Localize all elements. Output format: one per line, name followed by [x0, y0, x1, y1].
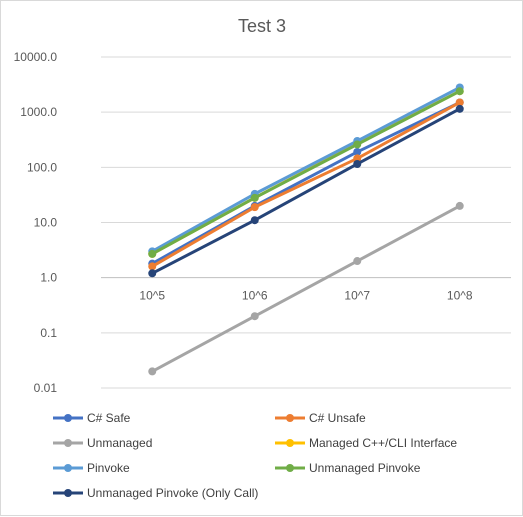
series-line	[150, 107, 462, 275]
data-point	[353, 159, 362, 168]
legend-label: C# Safe	[87, 411, 131, 425]
legend-swatch-marker	[64, 489, 72, 497]
chart-title: Test 3	[238, 16, 286, 36]
data-point	[250, 193, 259, 202]
legend-swatch-marker	[64, 439, 72, 447]
series-2	[148, 201, 464, 376]
data-point	[455, 104, 464, 113]
series-1	[148, 98, 464, 271]
legend: C# Safe C# Unsafe Unmanaged Managed C++/CLI…	[53, 411, 457, 500]
series-line	[150, 204, 462, 373]
data-point	[455, 98, 464, 107]
legend-swatch-marker	[286, 464, 294, 472]
legend-item: C# Unsafe	[275, 411, 366, 425]
legend-label: Pinvoke	[87, 461, 130, 475]
legend-item: Unmanaged	[53, 436, 152, 450]
y-tick-label: 1000.0	[20, 105, 57, 119]
data-point	[148, 367, 157, 376]
x-axis-ticks: 10^5 10^6 10^7 10^8	[139, 289, 472, 303]
y-axis-ticks: 0.01 0.1 1.0 10.0 100.0 1000.0 10000.0	[14, 50, 58, 395]
data-point	[148, 262, 157, 271]
series-6	[148, 104, 464, 278]
x-tick-label: 10^6	[242, 289, 268, 303]
data-point	[148, 269, 157, 278]
data-point	[148, 249, 157, 258]
y-tick-label: 100.0	[27, 160, 57, 174]
data-point	[250, 312, 259, 321]
legend-item: Managed C++/CLI Interface	[275, 436, 457, 450]
legend-label: C# Unsafe	[309, 411, 366, 425]
data-point	[250, 203, 259, 212]
legend-label: Unmanaged	[87, 436, 152, 450]
legend-item: Unmanaged Pinvoke	[275, 461, 421, 475]
legend-item: Unmanaged Pinvoke (Only Call)	[53, 486, 258, 500]
y-tick-label: 10.0	[34, 216, 58, 230]
data-point	[353, 147, 362, 156]
series-lines	[148, 83, 464, 376]
legend-swatch-marker	[286, 414, 294, 422]
series-5	[148, 87, 464, 258]
legend-swatch-marker	[286, 439, 294, 447]
data-point	[455, 201, 464, 210]
legend-swatch-marker	[64, 464, 72, 472]
x-tick-label: 10^8	[447, 289, 473, 303]
y-tick-label: 0.01	[34, 381, 58, 395]
legend-item: Pinvoke	[53, 461, 130, 475]
series-line	[150, 85, 462, 253]
data-point	[455, 87, 464, 96]
x-tick-label: 10^7	[344, 289, 370, 303]
series-line	[150, 100, 462, 266]
x-tick-label: 10^5	[139, 289, 165, 303]
legend-label: Managed C++/CLI Interface	[309, 436, 457, 450]
legend-item: C# Safe	[53, 411, 131, 425]
legend-label: Unmanaged Pinvoke (Only Call)	[87, 486, 258, 500]
y-tick-label: 0.1	[40, 326, 57, 340]
legend-swatch-marker	[64, 414, 72, 422]
y-tick-label: 10000.0	[14, 50, 58, 64]
data-point	[353, 257, 362, 266]
data-point	[353, 154, 362, 163]
data-point	[250, 216, 259, 225]
y-tick-label: 1.0	[40, 271, 57, 285]
series-line	[150, 100, 462, 268]
series-line	[150, 89, 462, 256]
data-point	[353, 140, 362, 149]
legend-label: Unmanaged Pinvoke	[309, 461, 421, 475]
